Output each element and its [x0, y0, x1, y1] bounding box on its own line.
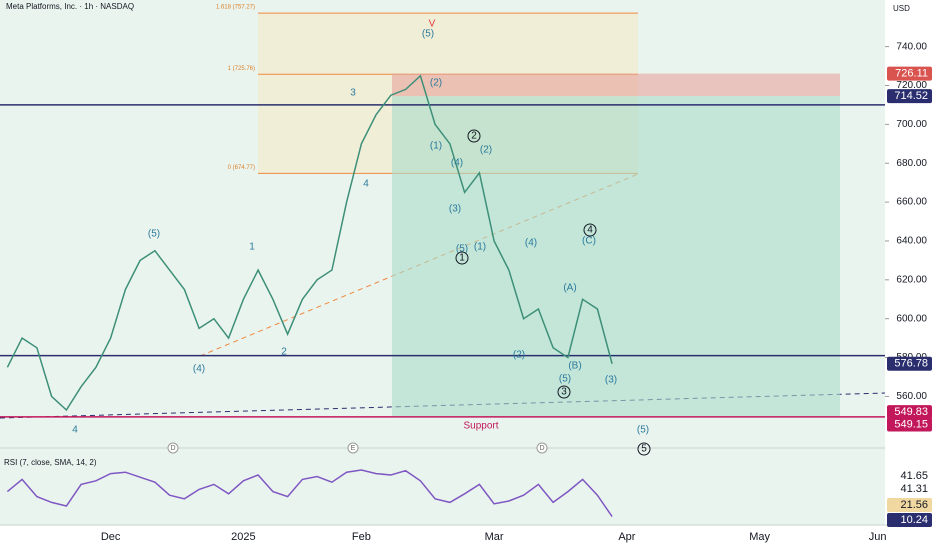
rsi-tag-label: 41.65: [900, 470, 928, 482]
wave-label: 4: [72, 425, 78, 436]
level-label: Support: [463, 420, 498, 431]
fib-label: 1.618 (757.27): [216, 5, 255, 11]
y-tick-label: 700.00: [896, 119, 927, 130]
wave-label: (4): [193, 364, 205, 375]
x-tick-label: Apr: [618, 531, 635, 543]
price-tag-label: 549.15: [894, 418, 928, 430]
y-tick-label: 620.00: [896, 274, 927, 285]
wave-label: (1): [474, 242, 486, 253]
wave-label: (B): [568, 361, 581, 372]
wave-label: (5): [422, 29, 434, 40]
rsi-tag-label: 10.24: [900, 514, 928, 526]
y-tick-label: 560.00: [896, 391, 927, 402]
y-tick-label: 680.00: [896, 158, 927, 169]
price-tag-label: 549.83: [894, 406, 928, 418]
y-tick-label: 740.00: [896, 41, 927, 52]
wave-label: (3): [605, 375, 617, 386]
wave-label: (3): [449, 204, 461, 215]
fib-label: 1 (725.76): [228, 66, 255, 72]
price-tag: [887, 417, 932, 432]
price-tag: [887, 405, 932, 420]
wave-label: (5): [559, 374, 571, 385]
price-tag-label: 714.52: [894, 90, 928, 102]
wave-label: 3: [561, 387, 567, 398]
rsi-tag: [887, 513, 932, 527]
wave-label: (5): [637, 425, 649, 436]
event-label: D: [539, 445, 544, 452]
stop-zone: [392, 73, 840, 97]
wave-label: 1: [459, 253, 465, 264]
fib-label: 0 (674.77): [228, 165, 255, 171]
x-tick-label: Mar: [485, 531, 504, 543]
wave-circle: [455, 251, 469, 265]
price-tag-label: 726.11: [895, 68, 928, 80]
wave-label: (4): [525, 238, 537, 249]
chart-title: Meta Platforms, Inc. · 1h · NASDAQ: [6, 2, 134, 11]
event-label: E: [351, 445, 356, 452]
wave-label: (2): [513, 350, 525, 361]
wave-label: (5): [456, 244, 468, 255]
wave-label: 5: [641, 444, 647, 455]
wave-label: 4: [587, 225, 593, 236]
wave-circle: [467, 129, 481, 143]
x-tick-label: 2025: [231, 531, 255, 543]
rsi-tag-label: 41.31: [900, 483, 928, 495]
wave-label: 2: [281, 347, 287, 358]
wave-label: V: [429, 19, 436, 30]
rsi-title: RSI (7, close, SMA, 14, 2): [4, 458, 97, 467]
wave-label: (A): [563, 283, 576, 294]
rsi-tag-label: 21.56: [900, 499, 928, 511]
y-tick-label: 720.00: [896, 80, 927, 91]
wave-label: 3: [350, 88, 356, 99]
wave-label: (5): [148, 229, 160, 240]
x-tick-label: Dec: [101, 531, 121, 543]
wave-label: 1: [249, 242, 255, 253]
wave-label: 2: [471, 131, 477, 142]
wave-circle: [557, 385, 571, 399]
price-tag: [887, 89, 932, 104]
price-tag-label: 576.78: [894, 358, 928, 370]
event-icon: [536, 442, 548, 454]
x-tick-label: Feb: [352, 531, 371, 543]
y-tick-label: 640.00: [896, 236, 927, 247]
wave-label: (1): [430, 141, 442, 152]
y-tick-label: 660.00: [896, 197, 927, 208]
wave-label: 4: [363, 179, 369, 190]
x-tick-label: Jun: [869, 531, 887, 543]
x-tick-label: May: [749, 531, 770, 543]
series-line: [6, 469, 613, 518]
wave-label: (2): [480, 145, 492, 156]
target-zone: [392, 96, 840, 417]
price-tag: [887, 356, 932, 371]
rsi-tag: [887, 498, 932, 512]
price-tag: [887, 66, 932, 81]
y-tick-label: 600.00: [896, 313, 927, 324]
wave-label: (2): [430, 78, 442, 89]
rsi-tag: [887, 469, 932, 483]
wave-circle: [637, 442, 651, 456]
event-icon: [347, 442, 359, 454]
wave-label: (4): [451, 158, 463, 169]
series-line: [6, 74, 613, 412]
rsi-tag: [887, 482, 932, 496]
wave-circle: [583, 223, 597, 237]
wave-label: (C): [582, 236, 596, 247]
event-icon: [167, 442, 179, 454]
currency: USD: [893, 4, 910, 13]
event-label: D: [170, 445, 175, 452]
